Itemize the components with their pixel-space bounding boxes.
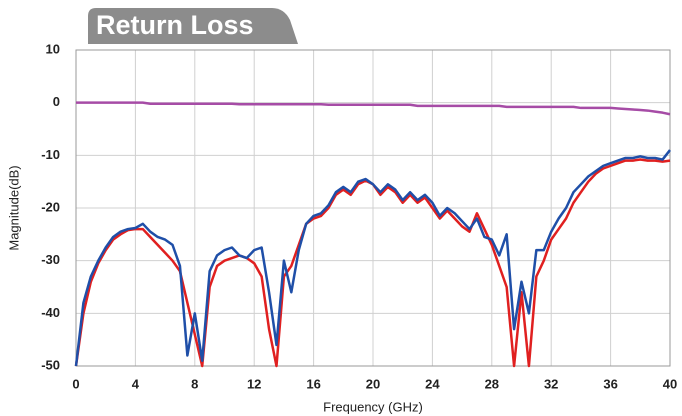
x-tick-label: 0 (72, 376, 79, 391)
y-tick-label: 0 (53, 94, 60, 109)
series-line (76, 101, 671, 116)
x-tick-label: 16 (306, 376, 320, 391)
y-tick-label: -10 (41, 147, 60, 162)
x-tick-label: 36 (603, 376, 617, 391)
x-tick-label: 12 (247, 376, 261, 391)
plot-frame (75, 49, 671, 367)
y-tick-label: -30 (41, 252, 60, 267)
x-axis-title: Frequency (GHz) (323, 399, 423, 414)
x-tick-label: 40 (663, 376, 677, 391)
x-tick-label: 4 (132, 376, 140, 391)
title-tab (88, 8, 298, 44)
y-tick-label: -20 (41, 199, 60, 214)
x-tick-label: 8 (191, 376, 198, 391)
y-tick-label: 10 (46, 41, 60, 56)
x-tick-label: 32 (544, 376, 558, 391)
y-tick-label: -50 (41, 357, 60, 372)
y-axis-title: Magnitude(dB) (6, 165, 21, 250)
chart-title: Return Loss (96, 10, 254, 40)
y-tick-label: -40 (41, 305, 60, 320)
series-line (74, 149, 671, 367)
x-tick-label: 24 (425, 376, 440, 391)
x-tick-label: 20 (366, 376, 380, 391)
x-tick-label: 28 (485, 376, 499, 391)
